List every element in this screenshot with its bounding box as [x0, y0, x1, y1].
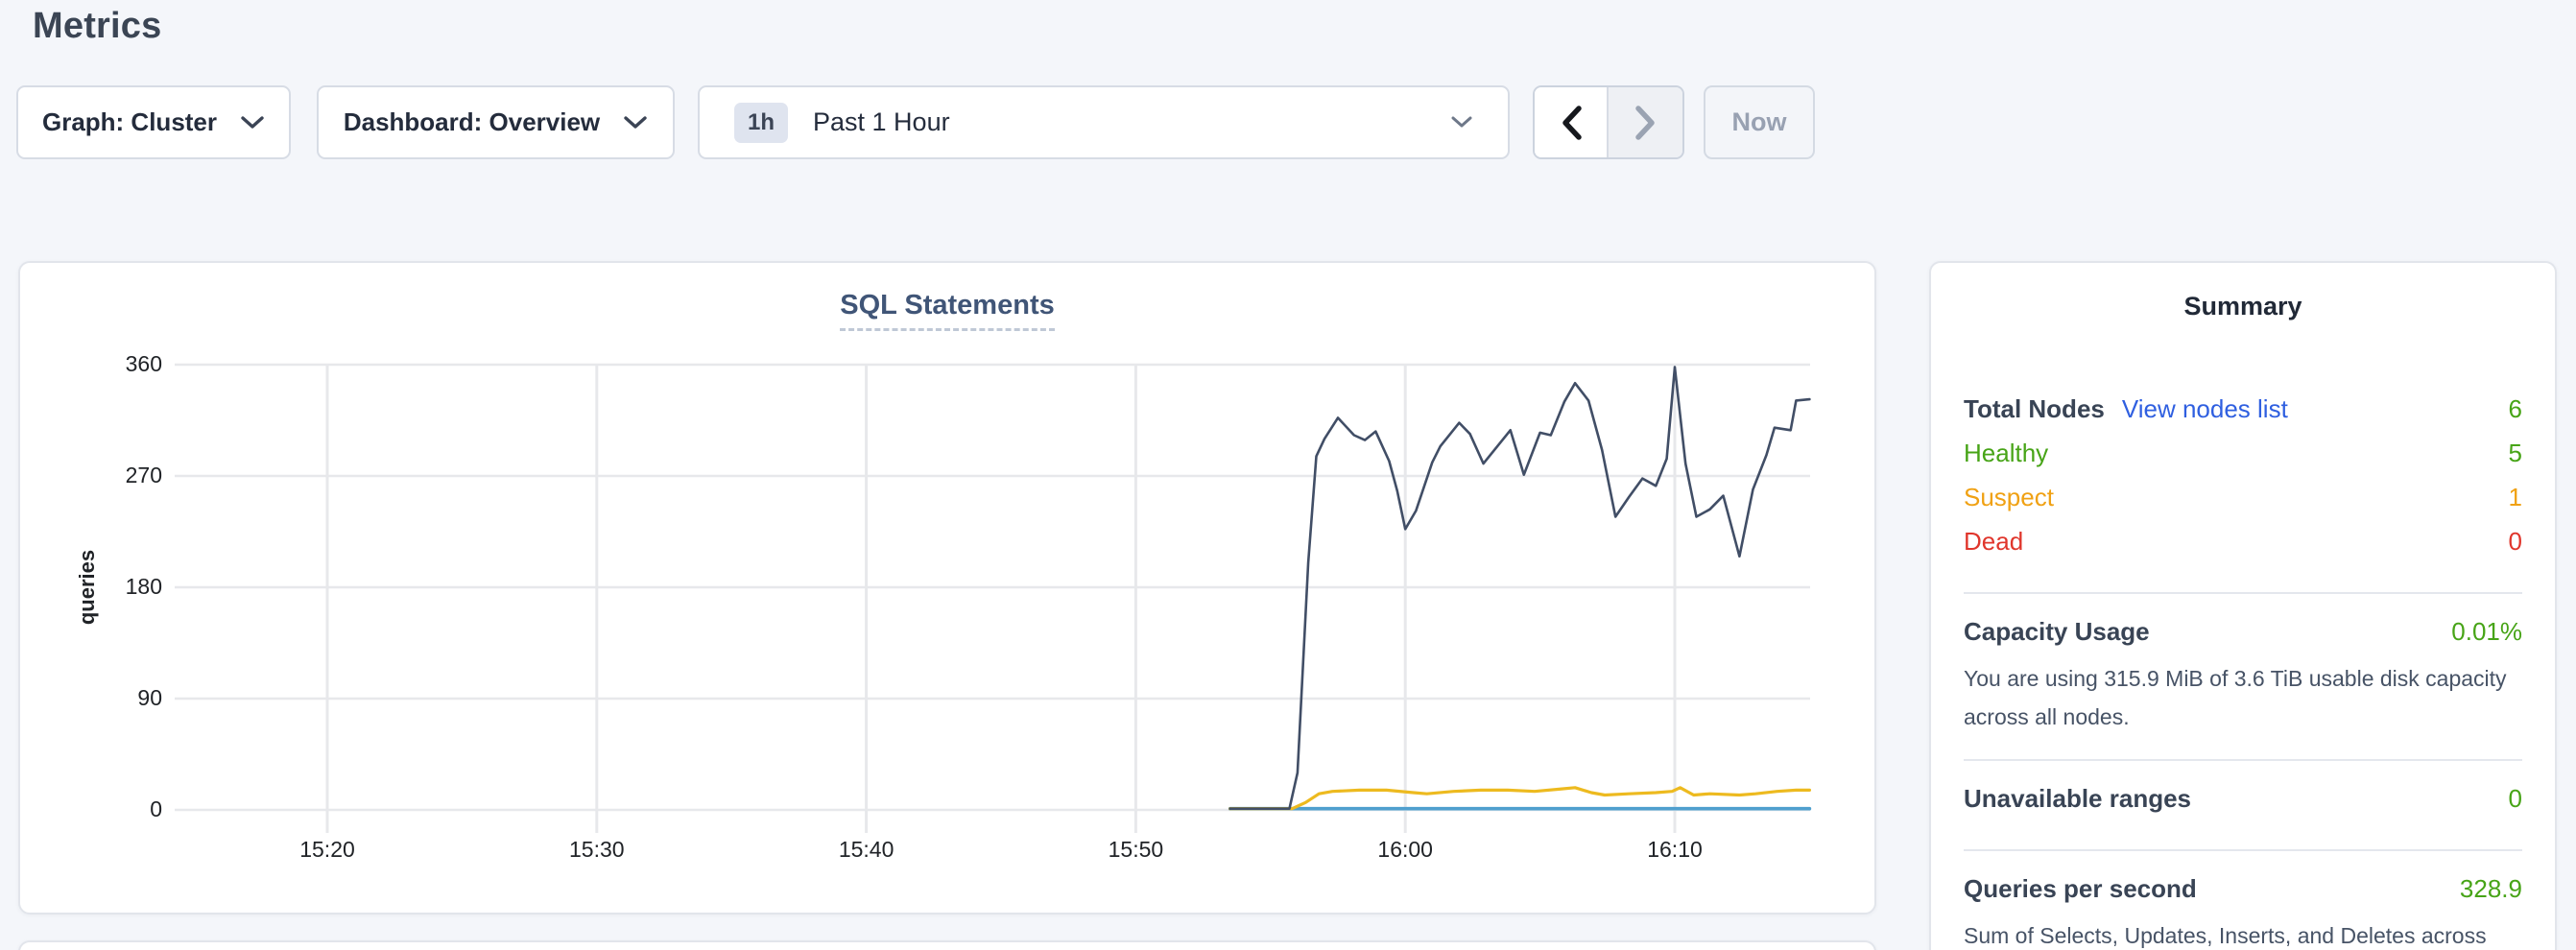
view-nodes-list-link[interactable]: View nodes list — [2121, 394, 2288, 423]
summary-row: Dead 0 — [1964, 525, 2522, 558]
cluster-summary-panel: Summary Total Nodes View nodes list 6 Healt… — [1929, 261, 2557, 950]
now-button-label: Now — [1731, 107, 1787, 136]
summary-row: Healthy 5 — [1964, 437, 2522, 469]
summary-section: Unavailable ranges 0 — [1964, 759, 2522, 849]
summary-row-value: 6 — [2508, 394, 2522, 423]
chevron-right-icon — [1634, 105, 1655, 140]
x-tick-label: 16:10 — [1647, 837, 1703, 862]
time-range-label: Past 1 Hour — [813, 107, 950, 136]
page-title: Metrics — [33, 6, 162, 46]
time-step-button-group — [1533, 85, 1684, 159]
y-tick-label: 90 — [137, 685, 162, 710]
summary-panel-title: Summary — [2183, 292, 2302, 321]
x-tick-label: 15:40 — [838, 837, 894, 862]
chevron-down-icon — [624, 115, 647, 129]
summary-row-label: Total Nodes — [1964, 394, 2105, 423]
next-time-window-button[interactable] — [1609, 87, 1682, 157]
summary-row-value: 1 — [2508, 483, 2522, 511]
series-yellow-line — [1228, 786, 1812, 811]
summary-row-description: Sum of Selects, Updates, Inserts, and De… — [1964, 923, 2487, 948]
y-tick-label: 0 — [150, 796, 162, 821]
summary-row-value: 5 — [2508, 439, 2522, 467]
summary-row-value: 328.9 — [2459, 874, 2522, 903]
summary-row: Total Nodes View nodes list 6 — [1964, 392, 2522, 425]
x-tick-label: 15:50 — [1108, 837, 1164, 862]
sql-statements-chart-card: SQL Statements queries 0 90 180 270 360 15:20… — [18, 261, 1876, 914]
graph-scope-dropdown-label: Graph: Cluster — [41, 107, 218, 136]
sql-statements-chart-plot[interactable] — [20, 263, 1878, 916]
dashboard-dropdown-label: Dashboard: Overview — [343, 107, 601, 136]
summary-row-value: 0 — [2508, 527, 2522, 556]
summary-row-description: You are using 315.9 MiB of 3.6 TiB usabl… — [1964, 666, 2507, 729]
summary-row-label: Healthy — [1964, 439, 2049, 467]
summary-row: Unavailable ranges 0 — [1964, 782, 2522, 815]
now-button[interactable]: Now — [1704, 85, 1815, 159]
summary-row-value: 0.01% — [2451, 617, 2522, 646]
y-tick-label: 270 — [125, 463, 162, 487]
x-tick-label: 15:20 — [299, 837, 355, 862]
previous-time-window-button[interactable] — [1535, 87, 1609, 157]
chevron-down-icon — [1451, 116, 1472, 128]
y-tick-label: 180 — [125, 574, 162, 599]
summary-section: Queries per second 328.9 Sum of Selects, U… — [1964, 849, 2522, 950]
summary-row-label: Dead — [1964, 527, 2024, 556]
next-chart-card-partial — [18, 940, 1876, 950]
summary-row: Suspect 1 — [1964, 481, 2522, 513]
summary-row-label: Capacity Usage — [1964, 617, 2150, 646]
summary-row-label: Unavailable ranges — [1964, 784, 2191, 813]
y-tick-label: 360 — [125, 351, 162, 376]
x-tick-label: 16:00 — [1377, 837, 1433, 862]
dashboard-dropdown[interactable]: Dashboard: Overview — [317, 85, 675, 159]
summary-section: Total Nodes View nodes list 6 Healthy 5 Suspe… — [1964, 385, 2522, 592]
summary-row-value: 0 — [2508, 784, 2522, 813]
summary-row-label: Queries per second — [1964, 874, 2197, 903]
chevron-down-icon — [241, 115, 264, 129]
chevron-left-icon — [1562, 105, 1582, 140]
series-dark-line — [1228, 366, 1811, 811]
time-range-badge: 1h — [734, 102, 789, 143]
summary-section: Capacity Usage 0.01% You are using 315.9 M… — [1964, 592, 2522, 759]
x-tick-label: 15:30 — [569, 837, 625, 862]
graph-scope-dropdown[interactable]: Graph: Cluster — [16, 85, 291, 159]
summary-row: Capacity Usage 0.01% — [1964, 615, 2522, 648]
time-range-dropdown[interactable]: 1h Past 1 Hour — [698, 85, 1510, 159]
summary-row-label: Suspect — [1964, 483, 2054, 511]
summary-row: Queries per second 328.9 — [1964, 872, 2522, 905]
chart-title[interactable]: SQL Statements — [840, 290, 1055, 331]
